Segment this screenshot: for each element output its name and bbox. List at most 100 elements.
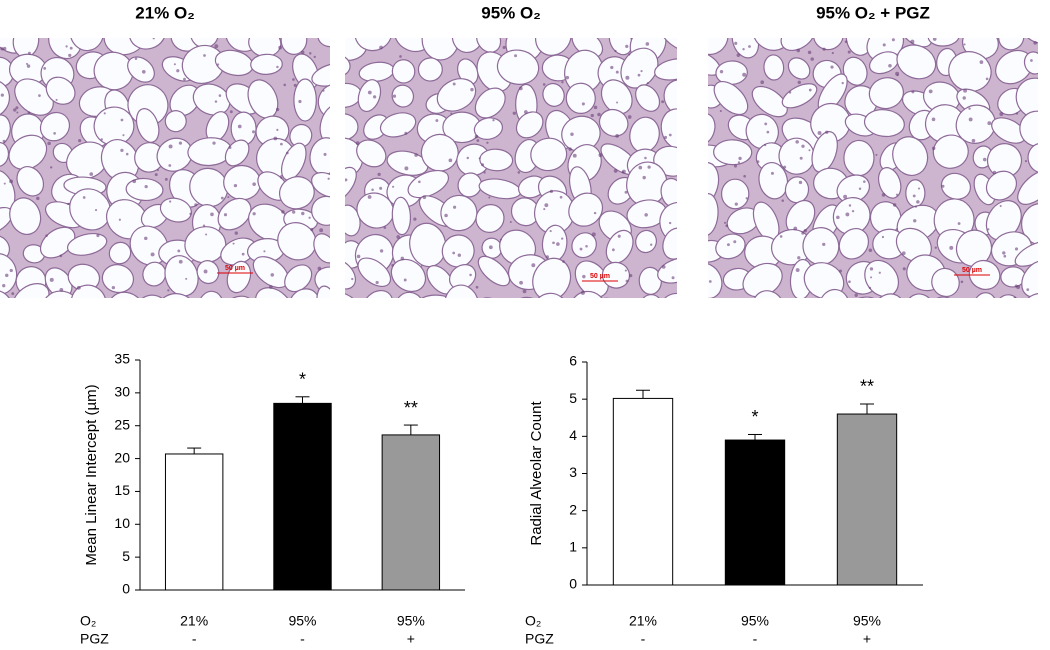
alveolus [250, 53, 283, 75]
alveolus [843, 139, 875, 177]
nucleus [120, 148, 124, 152]
x-tick-label: 95% [288, 613, 316, 629]
nucleus [868, 286, 872, 290]
nucleus [799, 156, 803, 160]
nucleus [830, 65, 834, 69]
alveolus [441, 234, 475, 268]
nucleus [559, 195, 563, 199]
nucleus [917, 187, 921, 190]
alveolus [448, 264, 477, 290]
nucleus [585, 244, 588, 248]
nucleus [848, 280, 851, 284]
nucleus [223, 213, 228, 217]
y-tick-label: 6 [569, 353, 577, 369]
nucleus [400, 256, 405, 260]
x-tick-label: + [863, 631, 871, 647]
nucleus [1026, 288, 1030, 292]
nucleus [881, 235, 885, 239]
alveolus [101, 264, 135, 294]
alveolus [0, 141, 10, 168]
alveolus [905, 179, 926, 208]
alveolus [510, 197, 540, 227]
nucleus [45, 234, 48, 237]
nucleus [422, 195, 427, 200]
nucleus [568, 147, 572, 151]
nucleus [78, 139, 82, 143]
panel-title: 95% O₂ [481, 3, 541, 22]
nucleus [779, 235, 783, 238]
nucleus [120, 118, 124, 122]
alveolus [708, 262, 723, 298]
nucleus [544, 203, 549, 208]
nucleus [902, 267, 906, 271]
nucleus [9, 179, 14, 184]
alveolus [600, 79, 633, 115]
nucleus [152, 38, 155, 40]
nucleus [971, 138, 976, 143]
alveolus [473, 117, 503, 140]
nucleus [644, 156, 647, 160]
nucleus [1014, 247, 1019, 251]
nucleus [858, 187, 862, 190]
nucleus [788, 91, 792, 94]
nucleus [26, 64, 31, 68]
nucleus [726, 243, 730, 247]
alveolus [128, 38, 167, 50]
nucleus [931, 117, 936, 122]
nucleus [916, 200, 920, 204]
nucleus [962, 96, 966, 100]
nucleus [624, 190, 628, 194]
nucleus [150, 252, 155, 257]
nucleus [549, 189, 554, 194]
nucleus [50, 166, 53, 169]
nucleus [650, 243, 653, 246]
nucleus [488, 196, 491, 199]
nucleus [444, 213, 448, 218]
panel-title: 95% O₂ + PGZ [816, 3, 930, 22]
nucleus [1014, 284, 1018, 288]
alveolus [474, 87, 506, 119]
nucleus [843, 194, 848, 199]
nucleus [949, 245, 954, 250]
nucleus [542, 83, 546, 86]
significance-mark: * [299, 370, 306, 390]
nucleus [291, 210, 296, 214]
y-tick-label: 20 [114, 449, 130, 465]
alveolus [781, 83, 818, 109]
nucleus [9, 268, 13, 273]
nucleus [203, 269, 208, 274]
alveolus [657, 257, 677, 284]
alveolus [69, 38, 105, 52]
nucleus [214, 100, 218, 103]
alveolus [896, 44, 937, 80]
nucleus [229, 110, 233, 114]
nucleus [154, 173, 158, 177]
nucleus [234, 231, 238, 235]
alveolus [311, 171, 330, 198]
nucleus [399, 55, 402, 58]
nucleus [783, 165, 787, 169]
alveolus [311, 195, 330, 226]
alveolus [66, 232, 108, 256]
alveolus [601, 261, 631, 289]
nucleus [488, 245, 493, 250]
alveolus [39, 111, 71, 142]
alveolus [416, 294, 457, 298]
nucleus [214, 44, 219, 49]
alveolus [530, 137, 568, 172]
alveolus [1014, 240, 1038, 267]
alveolus [985, 200, 1022, 241]
nucleus [941, 184, 945, 188]
nucleus [483, 171, 486, 174]
nucleus [308, 216, 311, 219]
nucleus [982, 157, 987, 162]
nucleus [733, 164, 738, 168]
y-tick-label: 3 [569, 464, 577, 480]
nucleus [841, 81, 844, 85]
error-bar [403, 424, 418, 435]
nucleus [403, 278, 407, 282]
nucleus [519, 280, 523, 285]
nucleus [801, 144, 805, 148]
alveolus [189, 167, 229, 208]
